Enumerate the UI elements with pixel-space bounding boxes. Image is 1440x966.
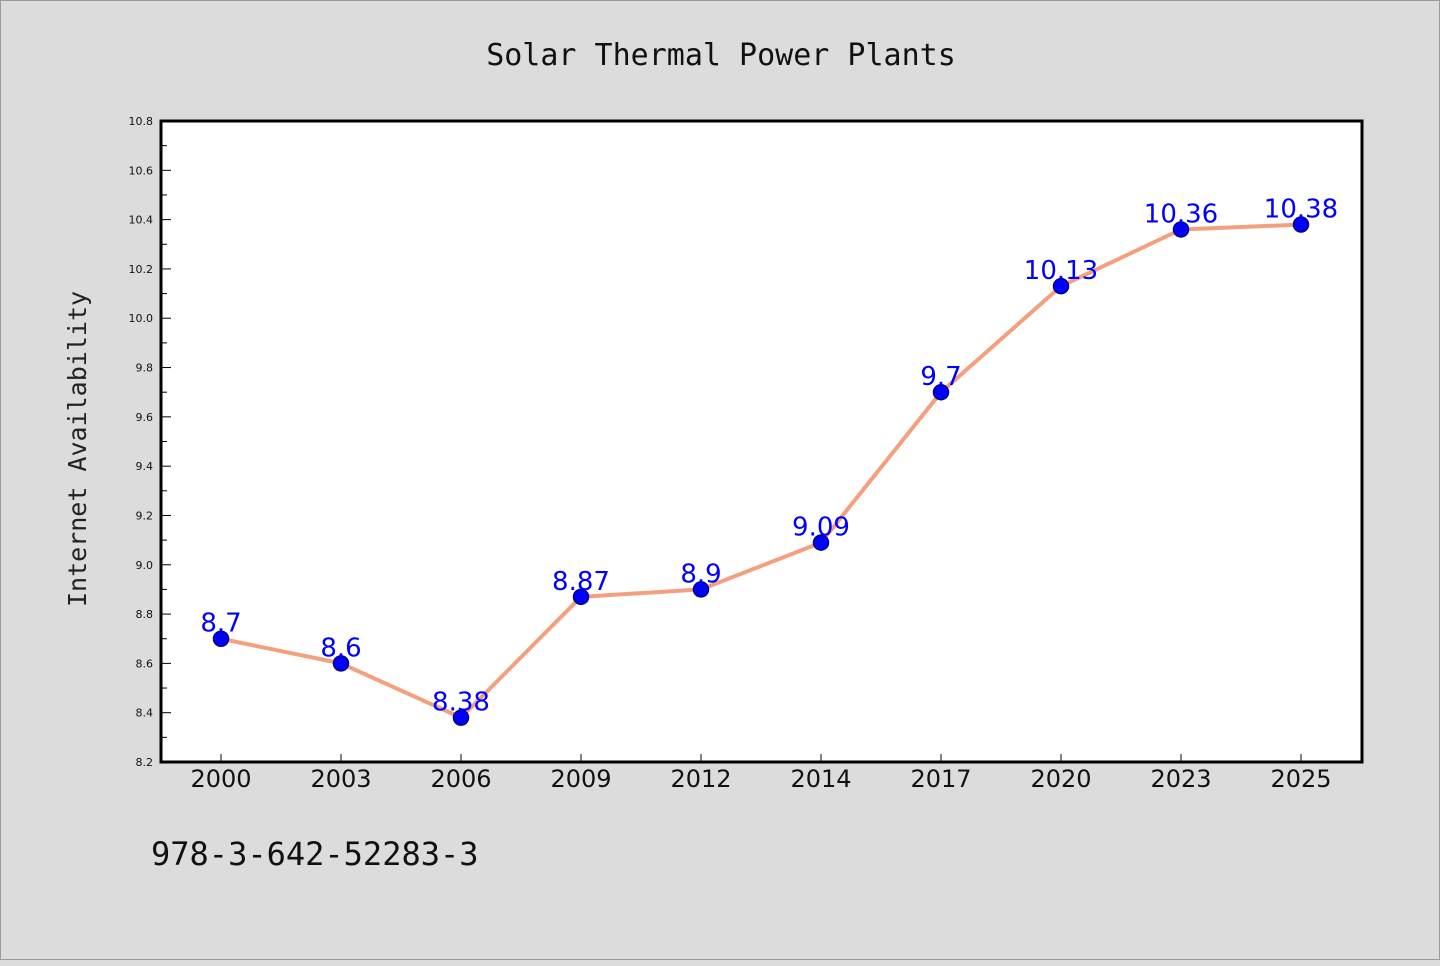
data-point-label: 8.9 bbox=[680, 559, 721, 589]
data-label-group: 8.7 8.6 8.38 8.87 8.9 9.09 9.7 10.13 10.36 10.38 bbox=[200, 195, 1338, 718]
data-point-label: 8.38 bbox=[432, 688, 490, 718]
data-point-marker bbox=[212, 630, 230, 647]
x-tick-label: 2014 bbox=[790, 765, 851, 793]
x-tick-label: 2006 bbox=[430, 765, 491, 793]
x-tick-label: 2023 bbox=[1150, 765, 1211, 793]
chart-title: Solar Thermal Power Plants bbox=[486, 38, 956, 73]
data-point-marker bbox=[932, 383, 950, 401]
plot-area bbox=[159, 119, 1364, 764]
y-tick-label: 9.4 bbox=[136, 460, 154, 473]
data-point-label: 10.38 bbox=[1264, 195, 1338, 225]
marker-group bbox=[212, 216, 1310, 726]
y-axis-ticks: 8.2 8.4 8.6 8.8 9.0 9.2 9.4 9.6 9.8 10.0 10.2 10.4 1… bbox=[129, 115, 171, 769]
data-point-marker bbox=[332, 655, 350, 672]
x-tick-label: 2012 bbox=[670, 765, 731, 793]
y-tick-label: 8.6 bbox=[136, 657, 154, 670]
data-point-label: 8.6 bbox=[320, 633, 361, 663]
y-tick-label: 10.4 bbox=[129, 214, 154, 227]
data-point-label: 10.36 bbox=[1144, 199, 1218, 229]
y-tick-label: 9.8 bbox=[136, 362, 154, 375]
y-tick-label: 9.6 bbox=[136, 411, 154, 424]
data-point-label: 9.09 bbox=[792, 513, 850, 543]
series-line-group bbox=[219, 222, 1303, 720]
data-point-label: 8.87 bbox=[552, 567, 610, 597]
y-tick-label: 9.0 bbox=[136, 559, 154, 572]
data-point-marker bbox=[1052, 277, 1070, 295]
y-tick-label: 10.0 bbox=[129, 312, 154, 325]
y-tick-label: 9.2 bbox=[136, 509, 154, 522]
y-tick-label: 10.6 bbox=[129, 164, 154, 177]
data-point-marker bbox=[452, 709, 470, 726]
x-tick-label: 2009 bbox=[550, 765, 611, 793]
x-tick-label: 2017 bbox=[910, 765, 971, 793]
y-tick-label: 10.2 bbox=[129, 263, 154, 276]
series-line bbox=[219, 222, 1303, 720]
data-point-label: 9.7 bbox=[920, 362, 961, 392]
x-tick-label: 2000 bbox=[190, 765, 251, 793]
y-tick-label: 8.2 bbox=[136, 756, 154, 769]
data-point-marker bbox=[692, 581, 710, 598]
data-point-label: 10.13 bbox=[1024, 256, 1098, 286]
data-point-marker bbox=[1172, 221, 1190, 238]
x-tick-label: 2020 bbox=[1030, 765, 1091, 793]
y-tick-label: 8.4 bbox=[136, 707, 154, 720]
y-tick-label: 10.8 bbox=[129, 115, 154, 128]
x-tick-label: 2003 bbox=[310, 765, 371, 793]
x-tick-label: 2025 bbox=[1270, 765, 1331, 793]
data-point-marker bbox=[1292, 216, 1310, 233]
data-point-marker bbox=[812, 534, 830, 551]
data-point-marker bbox=[572, 588, 590, 606]
y-tick-label: 8.8 bbox=[136, 608, 154, 621]
isbn-footer: 978-3-642-52283-3 bbox=[151, 835, 479, 873]
y-axis-label: Internet Availability bbox=[63, 291, 92, 607]
x-axis-ticks: 2000 2003 2006 2009 2012 2014 2017 2020 2023 2025 bbox=[190, 754, 1332, 793]
data-point-label: 8.7 bbox=[200, 609, 241, 639]
